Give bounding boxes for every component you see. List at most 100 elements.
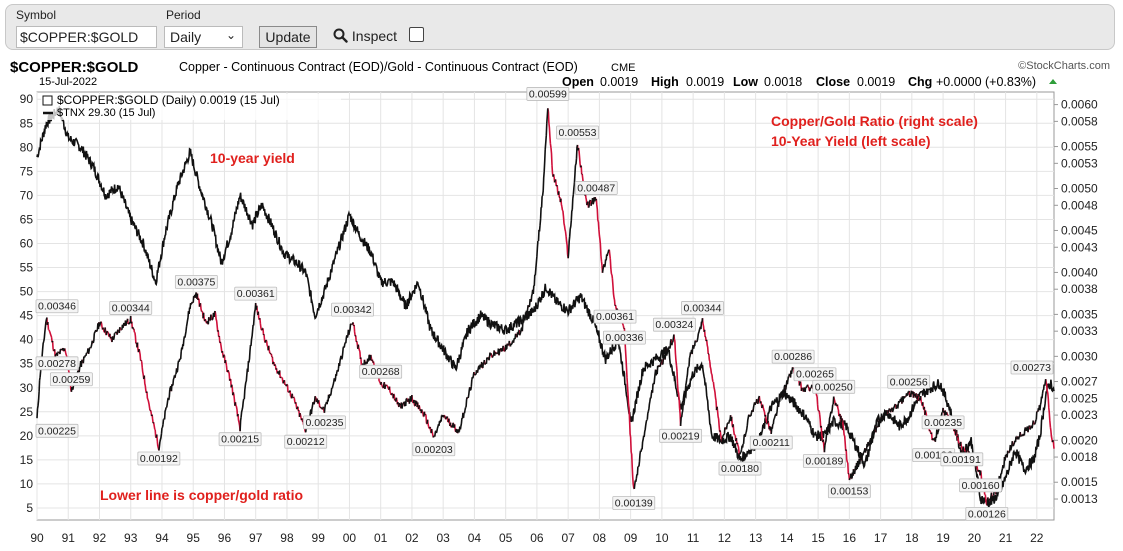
close-value: 0.0019: [857, 75, 895, 89]
yield-line-annotation: 10-year yield: [210, 150, 295, 166]
value-callout: 0.00192: [137, 451, 181, 466]
ratio-series-up: [36, 108, 1054, 506]
value-callout-box: [234, 286, 278, 301]
value-callout: 0.00126: [965, 506, 1009, 521]
value-callout-box: [331, 302, 374, 317]
ratio-title-annotation: Copper/Gold Ratio (right scale): [771, 113, 978, 129]
search-icon: [333, 28, 348, 43]
value-callout: 0.00139: [612, 496, 656, 510]
value-callout-text: 0.00342: [334, 304, 372, 316]
value-callout: 0.00346: [35, 299, 79, 314]
value-callout-box: [812, 379, 856, 394]
value-callout-box: [593, 309, 637, 324]
right-tick-label: 0.0020: [1061, 433, 1098, 447]
x-axis: 90 91 92 93 94 95 96 97 98 99 00 01 02 03 04 05 06 07 08 09…: [30, 531, 1043, 545]
value-callout: 0.00259: [49, 372, 93, 387]
value-callout: 0.00286: [771, 349, 815, 364]
x-tick-label: 92: [93, 531, 107, 545]
x-tick-label: 98: [280, 531, 294, 545]
value-callout: 0.00219: [659, 428, 703, 443]
x-tick-label: 15: [811, 531, 825, 545]
value-callout-text: 0.00203: [415, 444, 453, 456]
ohlc-readout: Open 0.0019 High 0.0019 Low 0.0018 Close…: [562, 75, 1057, 89]
left-tick-label: 55: [20, 261, 34, 275]
value-callout-box: [887, 374, 931, 389]
value-callout-box: [827, 484, 871, 499]
value-callout-text: 0.00265: [796, 369, 834, 381]
value-callout-text: 0.00153: [830, 486, 868, 498]
right-tick-label: 0.0038: [1061, 282, 1098, 296]
inspect-toggle[interactable]: Inspect: [333, 28, 397, 44]
lower-line-annotation: Lower line is copper/gold ratio: [100, 487, 303, 503]
x-tick-label: 95: [187, 531, 201, 545]
open-label: Open: [562, 75, 594, 89]
value-callout-box: [959, 478, 1002, 493]
value-callout-text: 0.00256: [890, 376, 928, 388]
chart: $COPPER:$GOLD Copper - Continuous Contra…: [10, 59, 1110, 545]
value-callout: 0.00268: [359, 364, 403, 379]
left-tick-label: 60: [20, 236, 34, 250]
value-callout-text: 0.00324: [655, 319, 693, 331]
value-callout-text: 0.00235: [305, 417, 343, 429]
value-callout-text: 0.00344: [112, 302, 150, 314]
value-callout-text: 0.00273: [1013, 362, 1051, 374]
source-credit: ©StockCharts.com: [1018, 60, 1110, 72]
period-value: Daily: [170, 29, 202, 45]
value-callout-text: 0.00344: [684, 302, 722, 314]
value-callout-box: [35, 356, 79, 371]
value-callout-box: [681, 301, 724, 315]
symbol-label: Symbol: [16, 8, 57, 22]
value-callout-text: 0.00211: [753, 437, 790, 449]
inspect-checkbox[interactable]: [409, 27, 424, 42]
symbol-input[interactable]: [16, 26, 157, 48]
value-callout-text: 0.00259: [52, 374, 90, 386]
value-callout: 0.00160: [959, 478, 1002, 493]
x-tick-label: 07: [561, 531, 575, 545]
right-tick-label: 0.0053: [1061, 156, 1098, 170]
value-callout-text: 0.00235: [924, 417, 962, 429]
value-callout-text: 0.00268: [362, 366, 400, 378]
value-callout-box: [659, 428, 703, 443]
right-tick-label: 0.0033: [1061, 324, 1098, 338]
right-tick-label: 0.0025: [1061, 391, 1098, 405]
chg-label: Chg: [908, 75, 932, 89]
value-callout-box: [574, 181, 618, 195]
update-button[interactable]: Update: [259, 26, 317, 48]
annotations: Copper/Gold Ratio (right scale) 10-Year …: [100, 113, 978, 503]
value-callout-text: 0.00375: [177, 276, 215, 288]
right-tick-label: 0.0023: [1061, 408, 1098, 422]
legend: $COPPER:$GOLD (Daily) 0.0019 (15 Jul) $T…: [41, 93, 341, 120]
x-tick-label: 11: [687, 531, 700, 545]
value-callout-text: 0.00286: [774, 351, 812, 363]
value-callout-box: [749, 435, 793, 450]
point-labels: 0.00346 0.00278 0.00225 0.00259 0.00344 0.001…: [35, 87, 1054, 521]
value-callout-box: [303, 415, 346, 430]
value-callout-box: [526, 87, 570, 101]
value-callout-box: [556, 125, 599, 140]
value-callout-text: 0.00278: [38, 358, 76, 370]
value-callout-text: 0.00191: [943, 454, 981, 466]
value-callout-box: [965, 506, 1009, 521]
legend-ratio: $COPPER:$GOLD (Daily) 0.0019 (15 Jul): [57, 93, 280, 107]
value-callout-text: 0.00250: [815, 381, 853, 393]
value-callout: 0.00215: [218, 432, 262, 447]
value-callout-box: [412, 442, 456, 457]
value-callout-text: 0.00180: [721, 463, 759, 475]
value-callout-box: [109, 301, 153, 315]
value-callout: 0.00361: [593, 309, 637, 324]
x-tick-label: 16: [843, 531, 857, 545]
value-callout-box: [359, 364, 403, 379]
value-callout-box: [652, 317, 696, 332]
x-tick-label: 94: [155, 531, 169, 545]
x-tick-label: 13: [749, 531, 763, 545]
value-callout-box: [771, 349, 815, 364]
value-callout: 0.00487: [574, 181, 618, 195]
period-select[interactable]: Daily ⌄: [164, 26, 243, 48]
legend-background: [41, 94, 341, 120]
legend-swatch-ratio: [42, 95, 53, 106]
x-tick-label: 18: [905, 531, 919, 545]
value-callout-text: 0.00599: [529, 88, 567, 100]
legend-tnx: $TNX 29.30 (15 Jul): [57, 107, 155, 119]
value-callout: 0.00235: [303, 415, 346, 430]
series-layer: [36, 105, 1055, 508]
